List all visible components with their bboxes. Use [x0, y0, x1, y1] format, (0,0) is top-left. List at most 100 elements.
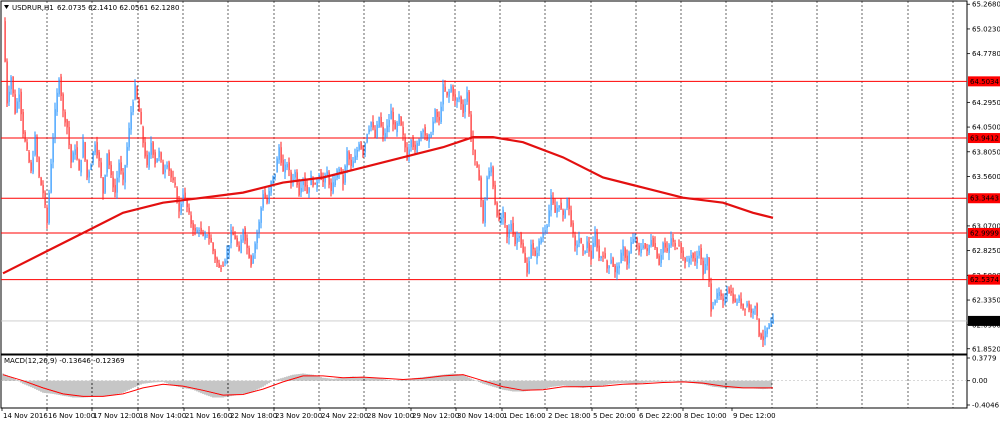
candle-body: [146, 154, 148, 165]
candle-body: [624, 248, 626, 258]
candle-body: [532, 243, 534, 250]
candle-body: [220, 268, 222, 270]
price-level-tag: [968, 133, 1000, 144]
candle-body: [654, 243, 656, 248]
candle-body: [500, 217, 502, 223]
x-tick-label: 29 Nov 12:00: [412, 412, 459, 420]
candle-body: [114, 185, 116, 193]
candle-body: [130, 112, 132, 130]
candle-body: [528, 261, 530, 274]
candle-body: [414, 144, 416, 150]
candle-body: [62, 94, 64, 111]
candle-body: [20, 91, 22, 115]
candle-body: [34, 134, 36, 155]
candle-body: [196, 229, 198, 233]
candle-body: [10, 77, 12, 90]
candle-body: [416, 143, 418, 153]
candle-body: [744, 308, 746, 310]
candle-body: [470, 114, 472, 140]
candle-body: [190, 215, 192, 224]
candle-body: [300, 188, 302, 193]
candle-body: [418, 139, 420, 145]
candle-body: [620, 252, 622, 264]
candle-body: [452, 86, 454, 97]
candle-body: [178, 200, 180, 212]
candle-body: [282, 159, 284, 172]
candle-body: [732, 293, 734, 302]
candle-body: [550, 195, 552, 211]
candle-body: [136, 86, 138, 99]
candle-body: [112, 177, 114, 188]
candle-body: [186, 200, 188, 208]
candle-body: [396, 122, 398, 133]
candle-body: [408, 149, 410, 158]
candle-body: [70, 144, 72, 163]
candle-body: [340, 167, 342, 173]
candle-body: [372, 122, 374, 128]
candle-body: [144, 142, 146, 157]
candle-body: [768, 324, 770, 329]
candle-body: [160, 152, 162, 160]
candle-body: [354, 155, 356, 163]
candle-body: [664, 243, 666, 248]
candle-body: [460, 96, 462, 104]
candle-body: [192, 222, 194, 231]
candle-body: [214, 250, 216, 260]
price-level-label: 63.9412: [970, 135, 999, 143]
candle-body: [360, 142, 362, 149]
dropdown-arrow-icon[interactable]: [4, 5, 9, 9]
candle-body: [540, 238, 542, 244]
candle-body: [230, 229, 232, 244]
candle-body: [304, 177, 306, 187]
candle-body: [264, 192, 266, 198]
candle-body: [306, 185, 308, 194]
candle-body: [312, 177, 314, 186]
candle-body: [170, 169, 172, 178]
price-level-tag: [968, 227, 1000, 238]
candle-body: [486, 177, 488, 201]
candle-body: [766, 327, 768, 334]
candle-body: [696, 255, 698, 264]
candle-body: [100, 162, 102, 177]
macd-histogram: [2, 373, 772, 398]
candle-body: [562, 210, 564, 216]
candle-body: [174, 182, 176, 185]
candle-body: [356, 149, 358, 158]
candle-body: [208, 232, 210, 239]
price-level-label: 62.5374: [970, 276, 999, 284]
x-tick-label: 2 Dec 18:00: [548, 412, 591, 420]
candle-body: [708, 258, 710, 282]
candle-body: [576, 244, 578, 249]
candle-body: [206, 234, 208, 236]
x-tick-label: 30 Nov 14:00: [457, 412, 504, 420]
candle-body: [148, 152, 150, 168]
candle-body: [108, 152, 110, 166]
candle-body: [454, 94, 456, 101]
candle-body: [294, 171, 296, 178]
candle-body: [736, 302, 738, 304]
candle-body: [438, 116, 440, 121]
candle-body: [462, 104, 464, 114]
candle-body: [262, 194, 264, 208]
candle-body: [706, 256, 708, 266]
candle-body: [374, 129, 376, 138]
candle-body: [420, 132, 422, 138]
candle-body: [330, 182, 332, 192]
candle-body: [600, 256, 602, 259]
candle-body: [110, 164, 112, 176]
candle-body: [366, 134, 368, 143]
candle-body: [482, 200, 484, 222]
candle-body: [90, 164, 92, 170]
main-pane-frame: [0, 0, 968, 355]
candle-body: [618, 265, 620, 269]
candle-body: [502, 209, 504, 218]
candle-body: [682, 250, 684, 258]
candle-body: [364, 143, 366, 153]
candle-body: [250, 255, 252, 266]
candle-body: [12, 76, 14, 94]
candle-body: [626, 255, 628, 265]
candle-body: [302, 179, 304, 186]
candle-body: [74, 149, 76, 155]
